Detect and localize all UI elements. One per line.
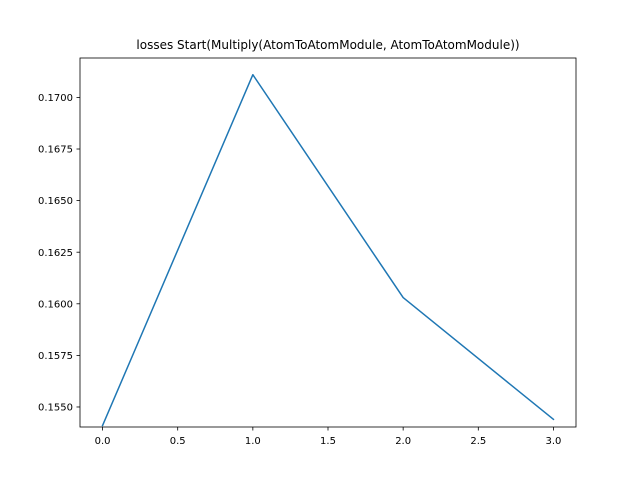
x-tick-label: 0.0 [95,436,111,447]
y-tick-label: 0.1625 [38,248,73,259]
x-tick-label: 2.0 [395,436,411,447]
x-tick-label: 1.0 [245,436,261,447]
plot-area: 0.0 0.5 1.0 1.5 2.0 2.5 3.0 0.1550 0.1575 0.1600 0… [38,57,577,447]
x-tick-label: 1.5 [320,436,336,447]
y-tick-label: 0.1575 [38,351,73,362]
x-tick-label: 2.5 [470,436,486,447]
chart-title: losses Start(Multiply(AtomToAtomModule, … [136,38,519,52]
series-line-0 [101,73,555,427]
x-tick-label: 0.5 [170,436,186,447]
y-tick-label: 0.1650 [38,196,73,207]
y-tick-label: 0.1700 [38,93,73,104]
y-tick-label: 0.1675 [38,145,73,156]
y-tick-label: 0.1550 [38,403,73,414]
x-tick-label: 3.0 [546,436,562,447]
y-tick-label: 0.1600 [38,299,73,310]
